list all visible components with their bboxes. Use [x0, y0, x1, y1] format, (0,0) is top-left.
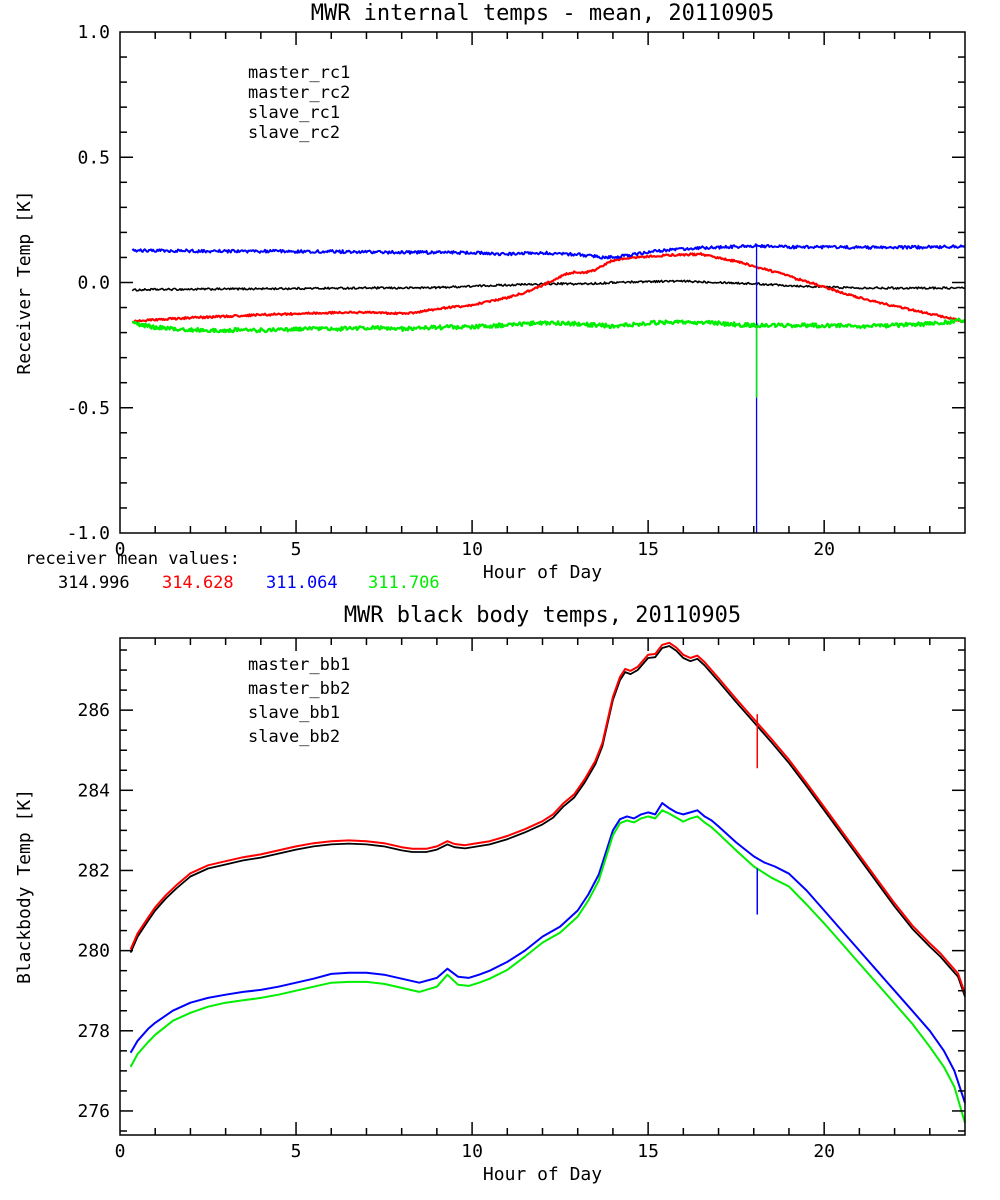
svg-text:Hour of Day: Hour of Day — [483, 562, 602, 583]
svg-text:-0.5: -0.5 — [67, 398, 110, 419]
svg-text:10: 10 — [461, 1141, 483, 1162]
svg-text:284: 284 — [77, 780, 110, 801]
svg-text:282: 282 — [77, 860, 110, 881]
svg-text:20: 20 — [813, 539, 835, 560]
svg-text:Receiver Temp [K]: Receiver Temp [K] — [14, 190, 35, 374]
svg-text:280: 280 — [77, 941, 110, 962]
svg-text:15: 15 — [637, 539, 659, 560]
blackbody-temp-chart: 0 5 10 15 20 276 278 280 282 284 286 MWR black body… — [14, 603, 966, 1185]
svg-text:20: 20 — [813, 1141, 835, 1162]
svg-text:MWR internal temps - mean, 201: MWR internal temps - mean, 20110905 — [311, 1, 775, 26]
svg-text:0: 0 — [115, 539, 126, 560]
svg-text:master_rc1: master_rc1 — [248, 63, 350, 83]
svg-text:5: 5 — [291, 539, 302, 560]
svg-text:0.5: 0.5 — [77, 147, 110, 168]
svg-text:Hour of Day: Hour of Day — [483, 1164, 602, 1185]
svg-text:master_bb2: master_bb2 — [248, 679, 350, 699]
svg-text:10: 10 — [461, 539, 483, 560]
svg-text:286: 286 — [77, 700, 110, 721]
svg-text:slave_rc2: slave_rc2 — [248, 123, 340, 143]
svg-text:1.0: 1.0 — [77, 22, 110, 43]
svg-text:Blackbody Temp [K]: Blackbody Temp [K] — [14, 789, 35, 984]
svg-text:slave_bb2: slave_bb2 — [248, 727, 340, 747]
svg-text:master_bb1: master_bb1 — [248, 655, 350, 675]
svg-text:0.0: 0.0 — [77, 273, 110, 294]
svg-text:slave_bb1: slave_bb1 — [248, 703, 340, 723]
svg-text:276: 276 — [77, 1101, 110, 1122]
svg-text:-1.0: -1.0 — [67, 523, 110, 544]
svg-text:MWR black body temps, 20110905: MWR black body temps, 20110905 — [344, 603, 741, 628]
svg-text:0: 0 — [115, 1141, 126, 1162]
receiver-temp-chart: 0 5 10 15 20 -1.0 -0.5 0.0 0.5 1.0 MWR internal te… — [14, 1, 966, 583]
svg-text:15: 15 — [637, 1141, 659, 1162]
svg-text:5: 5 — [291, 1141, 302, 1162]
svg-text:278: 278 — [77, 1021, 110, 1042]
svg-text:slave_rc1: slave_rc1 — [248, 103, 340, 123]
svg-text:master_rc2: master_rc2 — [248, 83, 350, 103]
